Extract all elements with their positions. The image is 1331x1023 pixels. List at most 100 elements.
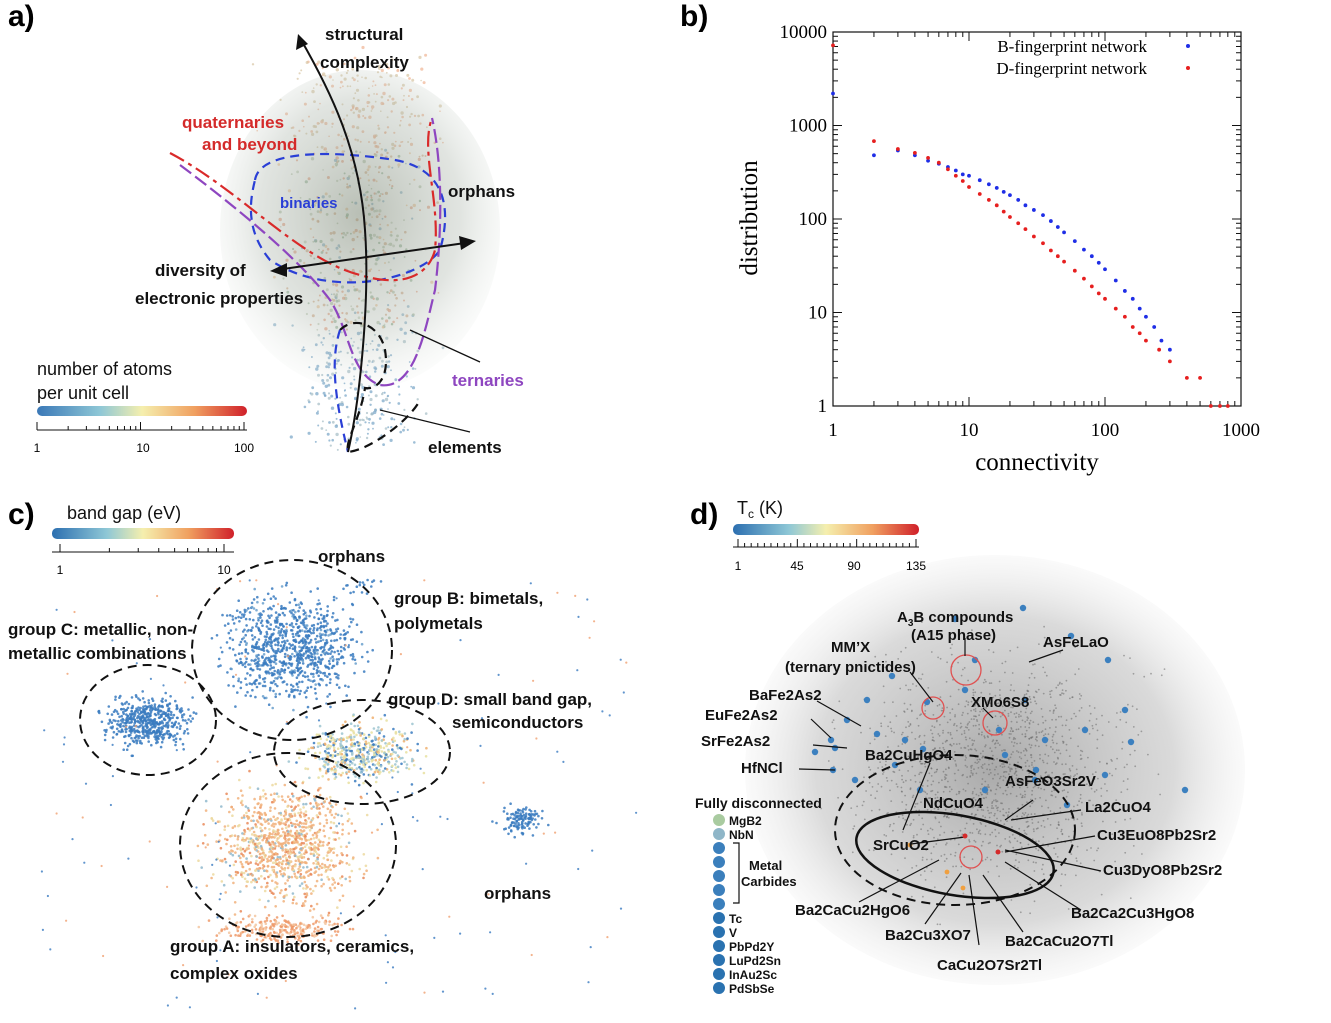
tc-compound-point	[863, 696, 871, 704]
legend-b-marker	[1186, 44, 1190, 48]
d-fingerprint-point	[1072, 268, 1077, 273]
b-fingerprint-point	[1041, 213, 1045, 218]
label-xmo6s8: XMo6S8	[971, 694, 1029, 711]
x-axis-label: connectivity	[975, 449, 1099, 476]
tc-compound-point	[1031, 776, 1039, 784]
b-fingerprint-point	[977, 178, 982, 183]
colorbar-c-tick-10: 10	[217, 563, 231, 577]
label-ba2ca2cu3hgo8: Ba2Ca2Cu3HgO8	[1071, 905, 1194, 922]
d-fingerprint-point	[1167, 359, 1172, 364]
tc-compound-point	[901, 736, 909, 744]
xmo6s8-circle	[982, 710, 1008, 736]
label-srfe2as2: SrFe2As2	[701, 733, 770, 750]
cuprate-circle	[959, 845, 983, 869]
disconnected-item-label: PdSbSe	[729, 982, 775, 996]
colorbar-d-title: Tc (K)	[737, 498, 783, 521]
d-fingerprint-point	[926, 156, 930, 160]
label-ba2cacu2o7tl: Ba2CaCu2O7Tl	[1005, 933, 1113, 950]
y-tick-label: 1	[818, 396, 828, 417]
d-fingerprint-point	[1096, 291, 1101, 296]
tc-compound-point	[1067, 632, 1075, 640]
colorbar-a-tick-1: 1	[34, 441, 41, 455]
d-fingerprint-point	[1023, 227, 1028, 231]
axis-ticks: 1 10 100 1000 1 10 100 1000 10000	[780, 22, 1261, 441]
tc-compound-point	[1121, 706, 1129, 714]
y-tick-label: 1000	[789, 116, 827, 137]
tc-compound-point	[1181, 786, 1189, 794]
b-fingerprint-point	[1096, 260, 1101, 265]
tc-compound-point	[1127, 738, 1135, 746]
d-fingerprint-point	[1089, 284, 1094, 289]
colorbar-d-tick-1: 1	[735, 559, 742, 573]
label-ternaries: ternaries	[452, 371, 524, 390]
d-fingerprint-point	[1208, 404, 1213, 408]
d-fingerprint-point	[953, 173, 958, 178]
d-fingerprint-point	[1130, 325, 1135, 329]
d-fingerprint-point	[967, 185, 971, 189]
b-fingerprint-point	[1072, 239, 1077, 244]
d-fingerprint-point	[1144, 338, 1148, 343]
label-group-b-1: group B: bimetals,	[394, 589, 543, 608]
legend: B-fingerprint network D-fingerprint netw…	[996, 37, 1190, 78]
solid-region-d	[855, 810, 1055, 900]
b-fingerprint-point	[1023, 203, 1028, 208]
label-bafe2as2: BaFe2As2	[749, 687, 822, 704]
b-fingerprint-point	[1137, 306, 1142, 311]
d-fingerprint-point	[895, 147, 900, 151]
disconnected-title: Fully disconnected	[695, 795, 822, 811]
b-fingerprint-point	[1144, 314, 1148, 319]
label-binaries: binaries	[280, 195, 338, 212]
tc-compound-point	[827, 736, 835, 744]
d-fingerprint-point	[1122, 314, 1127, 319]
d-fingerprint-point	[960, 179, 965, 183]
structural-complexity-arrow	[299, 37, 368, 453]
disconnected-node	[713, 940, 725, 952]
tc-compound-point	[923, 698, 931, 706]
d-fingerprint-point	[1157, 347, 1162, 352]
d-fingerprint-point	[1055, 254, 1060, 259]
b-fingerprint-point	[926, 158, 930, 163]
label-quaternaries: quaternaries	[182, 113, 284, 132]
disconnected-node	[713, 898, 725, 910]
plot-frame	[832, 31, 1242, 407]
d-fingerprint-point	[1016, 221, 1021, 226]
tc-compound-point	[811, 748, 819, 756]
colorbar-c-title: band gap (eV)	[67, 503, 181, 523]
d-fingerprint-point	[1062, 259, 1066, 264]
b-fingerprint-point	[1167, 347, 1172, 352]
tc-compound-point	[1101, 771, 1109, 779]
label-hfncl: HfNCl	[741, 760, 783, 777]
disconnected-item-label: InAu2Sc	[729, 968, 777, 982]
label-a15: (A15 phase)	[911, 627, 996, 644]
b-fingerprint-point	[872, 153, 876, 158]
d-fingerprint-point	[912, 150, 917, 155]
legend-d-label: D-fingerprint network	[996, 59, 1147, 78]
label-orphans-a: orphans	[448, 182, 515, 201]
d-fingerprint-point	[977, 192, 982, 196]
elements-boundary	[339, 321, 421, 454]
tc-compound-point	[971, 656, 979, 664]
label-cu3dyo8pb2sr2: Cu3DyO8Pb2Sr2	[1103, 862, 1222, 879]
dashed-region-d	[834, 754, 1076, 906]
quaternaries-boundary	[169, 117, 437, 282]
label-asfeo3sr2v: AsFeO3Sr2V	[1005, 773, 1096, 790]
b-fingerprint-point	[1048, 219, 1053, 223]
label-and-beyond: and beyond	[202, 135, 297, 154]
ternaries-boundary	[179, 117, 442, 387]
b-fingerprint-point	[1089, 254, 1094, 259]
tc-compound-point	[919, 745, 927, 753]
tc-compound-point	[961, 686, 969, 694]
colorbar-d	[733, 524, 919, 535]
panel-b-chart: 1 10 100 1000 1 10 100 1000 10000 connectivity d…	[736, 22, 1261, 476]
colorbar-c	[52, 528, 234, 539]
disconnected-node	[713, 912, 725, 924]
label-ba2cuhgo4: Ba2CuHgO4	[865, 747, 953, 764]
disconnected-node	[713, 842, 725, 854]
d-fingerprint-point	[1103, 296, 1107, 301]
x-tick-label: 10	[960, 420, 979, 441]
b-fingerprint-point	[1103, 267, 1107, 272]
label-srcuo2: SrCuO2	[873, 837, 929, 854]
label-eufe2as2: EuFe2As2	[705, 707, 778, 724]
disconnected-item-label: V	[729, 926, 737, 940]
label-mmx-1: MM’X	[831, 639, 870, 656]
